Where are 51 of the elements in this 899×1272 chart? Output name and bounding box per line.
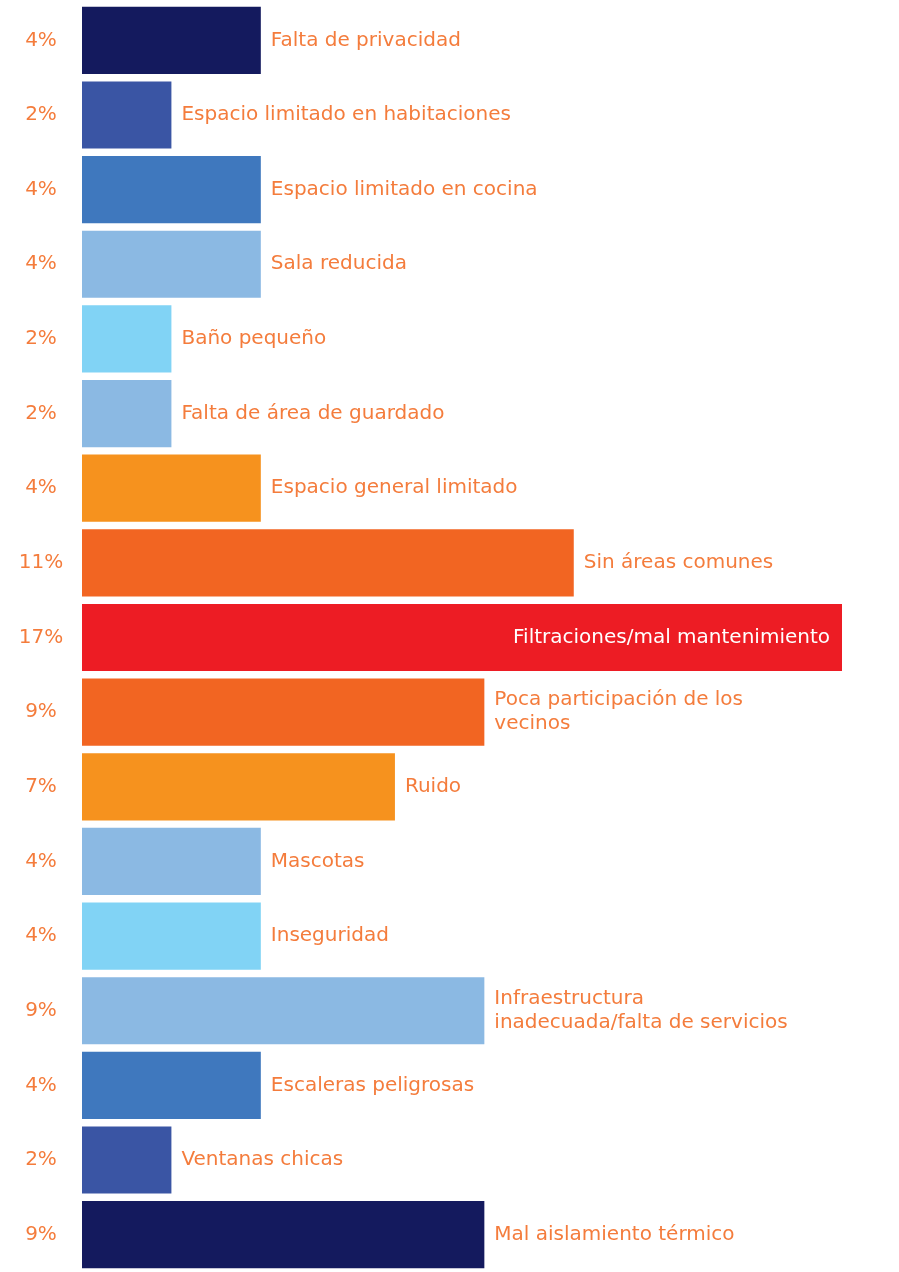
bar (82, 156, 261, 224)
data-label: 11% (18, 549, 64, 574)
bar (82, 81, 172, 149)
data-label: 4% (25, 175, 57, 200)
bar (82, 1201, 485, 1269)
bar (82, 753, 395, 821)
y-tick-label: Espacio general limitado (270, 474, 518, 499)
bar (82, 1051, 261, 1119)
y-tick-label: Filtraciones/mal mantenimiento (513, 623, 830, 648)
y-tick-label: Inseguridad (270, 922, 389, 947)
data-label: 4% (25, 1071, 57, 1096)
data-label: 4% (25, 847, 57, 872)
bar (82, 6, 261, 74)
data-label: 2% (25, 101, 57, 126)
y-tick-label: Sala reducida (270, 250, 407, 275)
bar (82, 603, 842, 672)
data-label: 2% (25, 399, 57, 424)
y-tick-label: Falta de área de guardado (181, 399, 445, 424)
y-tick-label: Ruido (404, 773, 462, 797)
data-label: 17% (18, 623, 64, 648)
bar (82, 379, 172, 448)
data-label: 2% (25, 1146, 57, 1171)
y-tick-label: Escaleras peligrosas (270, 1071, 475, 1096)
data-label: 2% (25, 325, 57, 350)
bar (82, 678, 485, 746)
y-tick-label: Poca participación de los vecinos (494, 686, 744, 735)
y-tick-label: Falta de privacidad (270, 26, 461, 51)
y-tick-label: Mascotas (270, 847, 365, 872)
bar (82, 305, 172, 373)
bar (82, 977, 485, 1045)
y-tick-label: Espacio limitado en cocina (270, 175, 538, 200)
bar (82, 902, 261, 970)
data-label: 9% (25, 996, 57, 1021)
data-label: 7% (25, 773, 57, 797)
y-tick-label: Sin áreas comunes (583, 549, 774, 574)
data-label: 9% (25, 698, 57, 723)
data-label: 4% (25, 922, 57, 947)
y-tick-label: Ventanas chicas (181, 1146, 344, 1171)
y-tick-label: Espacio limitado en habitaciones (181, 101, 511, 126)
data-label: 4% (25, 26, 57, 51)
y-tick-label: Mal aislamiento térmico (494, 1220, 735, 1245)
y-tick-label: Infraestructura inadecuada/falta de servicios (494, 984, 788, 1033)
data-label: 9% (25, 1220, 57, 1245)
bar (82, 1126, 172, 1194)
bar (82, 230, 261, 298)
bar (82, 529, 574, 597)
bar (82, 827, 261, 896)
data-label: 4% (25, 250, 57, 275)
data-label: 4% (25, 474, 57, 499)
bar (82, 454, 261, 522)
y-tick-label: Baño pequeño (181, 325, 327, 350)
